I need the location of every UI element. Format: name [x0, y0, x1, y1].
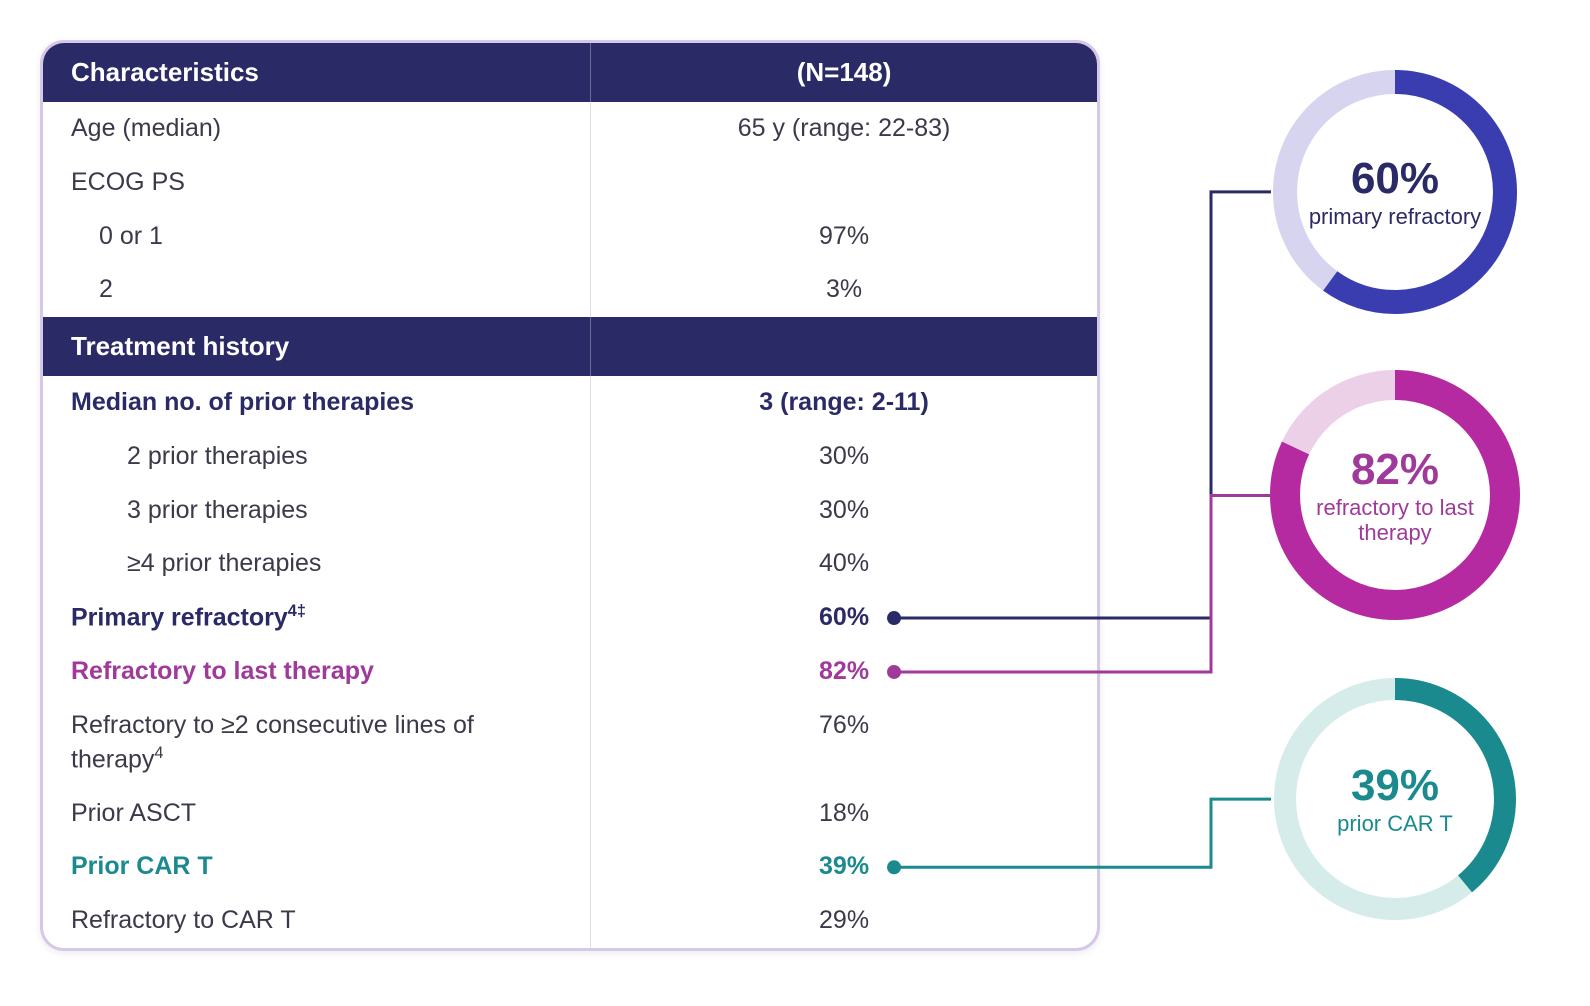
row-label: 0 or 1 — [43, 210, 591, 264]
table-row: Median no. of prior therapies3 (range: 2… — [43, 376, 1097, 430]
table-row: ECOG PS — [43, 156, 1097, 210]
row-label: 2 — [43, 263, 591, 317]
donut-label: 60%primary refractory — [1265, 62, 1525, 322]
table-row: 3 prior therapies30% — [43, 484, 1097, 538]
row-label: 3 prior therapies — [43, 484, 591, 538]
treatment-history-header: Treatment history — [43, 317, 1097, 376]
row-label: Prior ASCT — [43, 787, 591, 841]
row-value: 65 y (range: 22-83) — [591, 102, 1097, 156]
row-value — [591, 156, 1097, 210]
donut-caption: refractory to last therapy — [1305, 495, 1485, 546]
donut-percent: 82% — [1351, 445, 1439, 495]
row-value: 39% — [591, 840, 1097, 894]
donut-percent: 39% — [1351, 761, 1439, 811]
row-label: Refractory to last therapy — [43, 645, 591, 699]
table-row: 0 or 197% — [43, 210, 1097, 264]
row-value: 30% — [591, 430, 1097, 484]
donut-caption: prior CAR T — [1337, 811, 1453, 836]
donut-column: 60%primary refractory 82%refractory to la… — [1100, 40, 1550, 951]
row-value: 60% — [591, 591, 1097, 645]
table-row: 23% — [43, 263, 1097, 317]
footnote-marker: 4 — [154, 744, 163, 762]
row-label: 2 prior therapies — [43, 430, 591, 484]
table-header: Characteristics (N=148) — [43, 43, 1097, 102]
header-characteristics: Characteristics — [43, 43, 591, 102]
row-value: 3% — [591, 263, 1097, 317]
treatment-history-spacer — [591, 317, 1097, 376]
row-value: 3 (range: 2-11) — [591, 376, 1097, 430]
table-row: Refractory to CAR T29% — [43, 894, 1097, 948]
table-row: Refractory to ≥2 consecutive lines of th… — [43, 699, 1097, 787]
row-label: Median no. of prior therapies — [43, 376, 591, 430]
infographic-container: Characteristics (N=148) Age (median)65 y… — [40, 40, 1550, 951]
donut-percent: 60% — [1351, 154, 1439, 204]
donut-label: 39%prior CAR T — [1265, 669, 1525, 929]
footnote-marker: 4‡ — [288, 602, 306, 620]
row-value: 97% — [591, 210, 1097, 264]
donut-chart: 82%refractory to last therapy — [1265, 365, 1525, 625]
treatment-history-rows: Median no. of prior therapies3 (range: 2… — [43, 376, 1097, 948]
table-row: 2 prior therapies30% — [43, 430, 1097, 484]
row-value: 30% — [591, 484, 1097, 538]
row-label: Refractory to ≥2 consecutive lines of th… — [43, 699, 591, 787]
row-label: Prior CAR T — [43, 840, 591, 894]
treatment-history-label: Treatment history — [43, 317, 591, 376]
table-row: Primary refractory4‡60% — [43, 591, 1097, 645]
table-row: ≥4 prior therapies40% — [43, 537, 1097, 591]
table-row: Refractory to last therapy82% — [43, 645, 1097, 699]
table-row: Prior CAR T39% — [43, 840, 1097, 894]
row-label: ≥4 prior therapies — [43, 537, 591, 591]
donut-label: 82%refractory to last therapy — [1265, 365, 1525, 625]
header-n: (N=148) — [591, 43, 1097, 102]
characteristics-rows: Age (median)65 y (range: 22-83)ECOG PS0 … — [43, 102, 1097, 317]
table-row: Age (median)65 y (range: 22-83) — [43, 102, 1097, 156]
table-row: Prior ASCT18% — [43, 787, 1097, 841]
row-label: ECOG PS — [43, 156, 591, 210]
row-value: 82% — [591, 645, 1097, 699]
row-value: 29% — [591, 894, 1097, 948]
donut-chart: 60%primary refractory — [1265, 62, 1525, 322]
characteristics-table: Characteristics (N=148) Age (median)65 y… — [40, 40, 1100, 951]
row-label: Refractory to CAR T — [43, 894, 591, 948]
row-value: 18% — [591, 787, 1097, 841]
row-value: 40% — [591, 537, 1097, 591]
row-label: Primary refractory4‡ — [43, 591, 591, 645]
row-label: Age (median) — [43, 102, 591, 156]
donut-caption: primary refractory — [1309, 204, 1481, 229]
donut-chart: 39%prior CAR T — [1265, 669, 1525, 929]
row-value: 76% — [591, 699, 1097, 787]
